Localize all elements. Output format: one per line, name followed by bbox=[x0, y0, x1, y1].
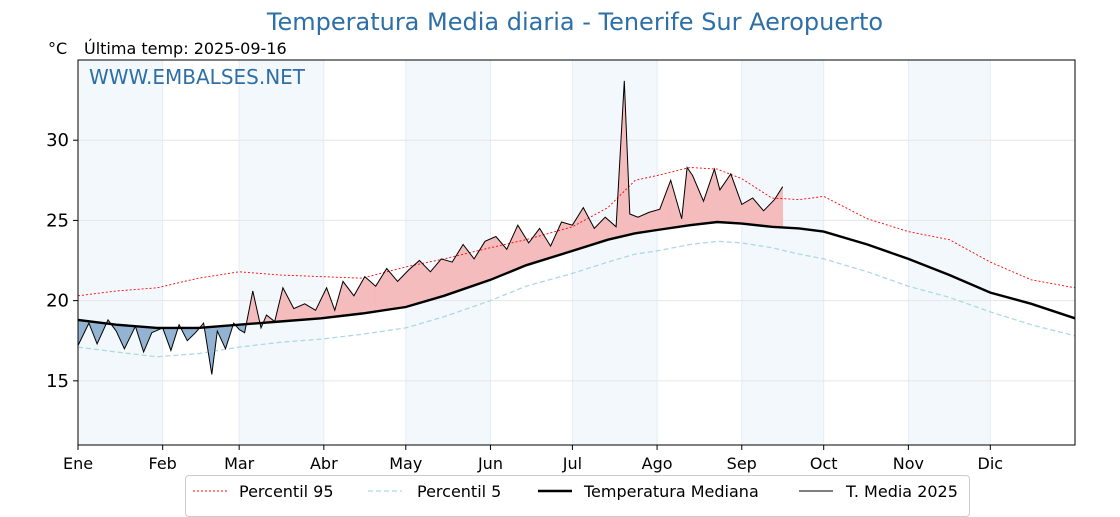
anomaly-fill bbox=[539, 227, 551, 262]
anomaly-fill bbox=[686, 166, 693, 226]
x-tick-label: Ago bbox=[642, 454, 673, 473]
x-tick-label: Feb bbox=[149, 454, 177, 473]
legend-mean-2025-label: T. Media 2025 bbox=[845, 482, 958, 500]
anomaly-fill bbox=[353, 275, 366, 315]
y-tick-label: 15 bbox=[46, 371, 69, 392]
legend-percentile-5-label: Percentil 5 bbox=[417, 482, 501, 500]
anomaly-fill bbox=[375, 267, 387, 312]
anomaly-fill bbox=[692, 175, 704, 226]
anomaly-fill bbox=[550, 221, 562, 259]
month-band bbox=[239, 60, 324, 445]
month-band bbox=[908, 60, 991, 445]
month-band bbox=[741, 60, 824, 445]
anomaly-fill bbox=[528, 227, 540, 265]
anomaly-fill bbox=[506, 225, 519, 274]
y-tick-label: 25 bbox=[46, 210, 69, 231]
anomaly-fill bbox=[714, 169, 721, 223]
anomaly-fill bbox=[342, 280, 355, 316]
anomaly-fill bbox=[484, 236, 497, 283]
x-tick-label: Oct bbox=[810, 454, 838, 473]
x-tick-label: Jul bbox=[562, 454, 582, 473]
anomaly-fill bbox=[517, 224, 529, 270]
legend-percentile-95-label: Percentil 95 bbox=[239, 482, 334, 500]
watermark: WWW.EMBALSES.NET bbox=[89, 65, 306, 89]
x-tick-label: May bbox=[389, 454, 422, 473]
anomaly-fill bbox=[441, 258, 453, 297]
y-tick-label: 20 bbox=[46, 291, 69, 312]
x-tick-label: Mar bbox=[224, 454, 255, 473]
x-tick-label: Jun bbox=[477, 454, 503, 473]
y-unit-label: °C bbox=[48, 39, 68, 58]
x-tick-label: Nov bbox=[893, 454, 924, 473]
anomaly-fill bbox=[648, 208, 661, 232]
x-tick-label: Abr bbox=[310, 454, 338, 473]
month-band bbox=[78, 60, 163, 445]
x-tick-label: Dic bbox=[978, 454, 1004, 473]
last-temp-label: Última temp: 2025-09-16 bbox=[84, 39, 287, 58]
y-tick-label: 30 bbox=[46, 130, 69, 151]
plot-frame bbox=[77, 59, 1076, 446]
x-tick-label: Ene bbox=[63, 454, 93, 473]
mean-2025-line bbox=[77, 80, 784, 375]
chart-title: Temperatura Media diaria - Tenerife Sur … bbox=[266, 8, 884, 36]
legend-median-label: Temperatura Mediana bbox=[583, 482, 759, 500]
temperature-chart: WWW.EMBALSES.NET 15 20 25 30 Ene Feb Mar Abr May J… bbox=[46, 59, 1076, 500]
x-tick-label: Sep bbox=[727, 454, 757, 473]
